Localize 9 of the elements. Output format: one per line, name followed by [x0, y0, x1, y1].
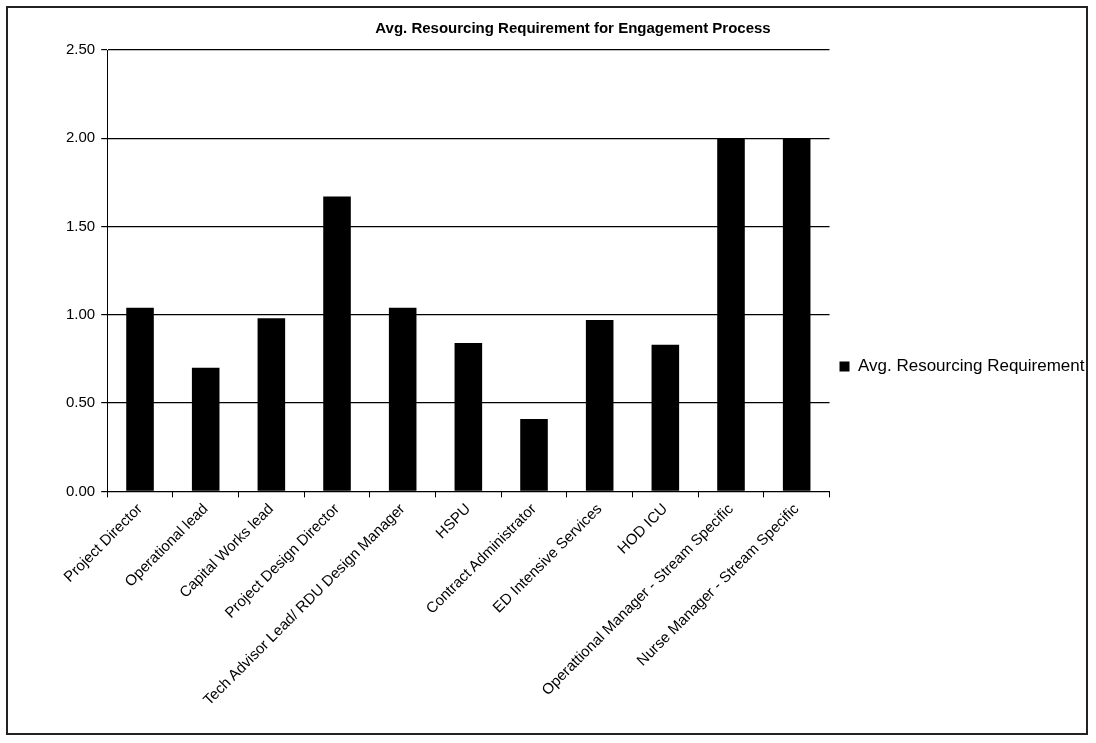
y-tick-label: 1.00 [65, 304, 96, 322]
y-tick-label: 0.50 [65, 393, 96, 411]
bar [520, 418, 548, 491]
y-tick-label: 0.00 [65, 481, 96, 499]
chart-title: Avg. Resourcing Requirement for Engagement Process [375, 19, 771, 37]
y-tick-label: 1.50 [65, 216, 96, 234]
y-tick-label: 2.00 [65, 128, 96, 146]
legend-label: Avg. Resourcing Requirement [858, 356, 1085, 376]
y-tick-label: 2.50 [65, 40, 96, 58]
